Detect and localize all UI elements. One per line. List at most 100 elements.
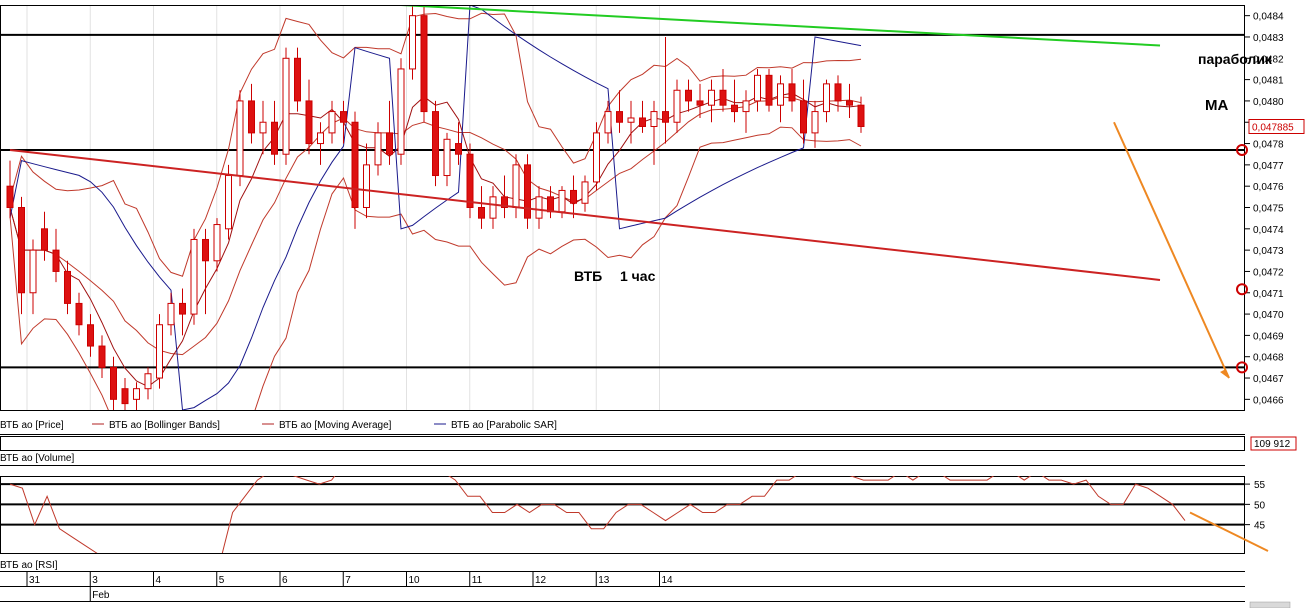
price-tick-label: 0,0484	[1253, 12, 1284, 23]
legend-label: ВТБ ао [Bollinger Bands]	[109, 420, 220, 431]
price-tick-label: 0,0478	[1253, 140, 1284, 151]
candle-body-down	[765, 74, 773, 106]
rsi-line	[9, 476, 1186, 553]
candle-body-up	[156, 324, 163, 379]
rsi-frame	[0, 476, 1245, 554]
candle	[6, 160, 14, 219]
rsi-panel: 55 50 45 ВТБ ао [RSI]	[0, 476, 1269, 571]
legend-row: ВТБ ао [Price] ВТБ ао [Bollinger Bands] ВТ…	[0, 420, 1245, 435]
candle-body-up	[811, 111, 819, 134]
price-forecast-arrow-head	[1220, 369, 1230, 379]
candle-body-down	[351, 121, 359, 208]
level-marker	[1236, 143, 1248, 156]
price-tick-label: 0,0466	[1253, 395, 1284, 406]
candle-body-down	[478, 207, 485, 219]
candle	[18, 196, 25, 315]
candle	[685, 79, 692, 112]
price-tick-label: 0,0480	[1253, 97, 1284, 108]
candle	[317, 122, 324, 165]
rsi-plot-area	[9, 476, 1186, 553]
candle	[409, 5, 416, 80]
candle	[213, 218, 221, 272]
legend-label: ВТБ ао [Parabolic SAR]	[451, 420, 557, 431]
candle-body-down	[857, 104, 865, 128]
candle	[328, 100, 336, 144]
price-panel-frame	[0, 5, 1245, 411]
time-tick-label: 5	[219, 575, 225, 586]
candle-body-down	[466, 153, 474, 208]
title-timeframe: 1 час	[620, 268, 656, 284]
candle-body-down	[800, 100, 807, 134]
candle-body-down	[87, 324, 94, 347]
candle-body-down	[52, 249, 60, 272]
candle-body-down	[719, 89, 727, 106]
time-tick-label: 3	[92, 575, 98, 586]
candle-body-up	[259, 121, 267, 134]
time-tick-label: 4	[156, 575, 162, 586]
candle-body-down	[547, 196, 554, 213]
candle-body-up	[397, 68, 405, 155]
candle-body-down	[455, 143, 462, 155]
candle	[777, 75, 784, 123]
candle-body-down	[305, 100, 313, 145]
candle	[765, 68, 773, 112]
candle	[857, 96, 865, 133]
candle-body-down	[248, 100, 255, 134]
rsi-tick-label: 45	[1254, 521, 1266, 532]
candle	[156, 314, 163, 389]
scrollbar-stub	[1249, 601, 1291, 608]
candle	[823, 79, 830, 123]
resistance-trendline	[400, 5, 1161, 47]
level-marker	[1236, 283, 1248, 296]
candle-body-up	[627, 117, 635, 123]
bollinger-lower-line	[9, 126, 862, 410]
candle-body-down	[18, 207, 25, 294]
month-label: Feb	[92, 590, 110, 601]
candle	[305, 79, 313, 155]
candle-body-up	[673, 89, 681, 123]
candle-body-down	[696, 100, 704, 106]
candle	[501, 175, 508, 219]
candle	[190, 228, 198, 325]
legend-label: ВТБ ао [Moving Average]	[279, 420, 392, 431]
price-tick-label: 0,0475	[1253, 204, 1284, 215]
candle	[87, 314, 94, 357]
price-tick-label: 0,0469	[1253, 331, 1284, 342]
candle-body-up	[593, 132, 600, 183]
candle	[742, 90, 750, 133]
title-instrument: ВТБ	[574, 268, 602, 284]
annotations: ВТБ 1 час параболик MA	[574, 51, 1273, 379]
candle	[834, 75, 842, 112]
candle-body-down	[386, 132, 393, 155]
candle	[202, 228, 209, 315]
candle	[351, 111, 359, 229]
candle-body-up	[190, 238, 198, 315]
price-plot-area	[0, 5, 1245, 410]
candle-body-down	[41, 228, 48, 251]
parabolic-sar-line	[9, 5, 862, 410]
candle	[259, 100, 267, 155]
candle	[179, 288, 186, 336]
candle-body-down	[75, 302, 83, 326]
candle	[167, 292, 175, 336]
price-tick-label: 0,0468	[1253, 353, 1284, 364]
price-panel	[0, 5, 1245, 411]
candle-body-down	[294, 57, 301, 102]
candle-body-up	[742, 100, 750, 113]
candle	[144, 367, 152, 400]
candle-body-up	[328, 111, 336, 134]
candle	[846, 83, 853, 118]
candle	[466, 143, 474, 219]
volume-label: ВТБ ао [Volume]	[0, 453, 74, 464]
candle	[271, 100, 278, 165]
price-tick-label: 0,0476	[1253, 182, 1284, 193]
rsi-label: ВТБ ао [RSI]	[0, 560, 58, 571]
candle-body-down	[501, 196, 508, 208]
last-price-label: 0,047885	[1252, 123, 1294, 134]
time-tick-label: 31	[29, 575, 41, 586]
candle	[110, 356, 117, 410]
candle-body-up	[777, 83, 784, 106]
candle-body-up	[754, 74, 761, 102]
price-tick-label: 0,0473	[1253, 246, 1284, 257]
